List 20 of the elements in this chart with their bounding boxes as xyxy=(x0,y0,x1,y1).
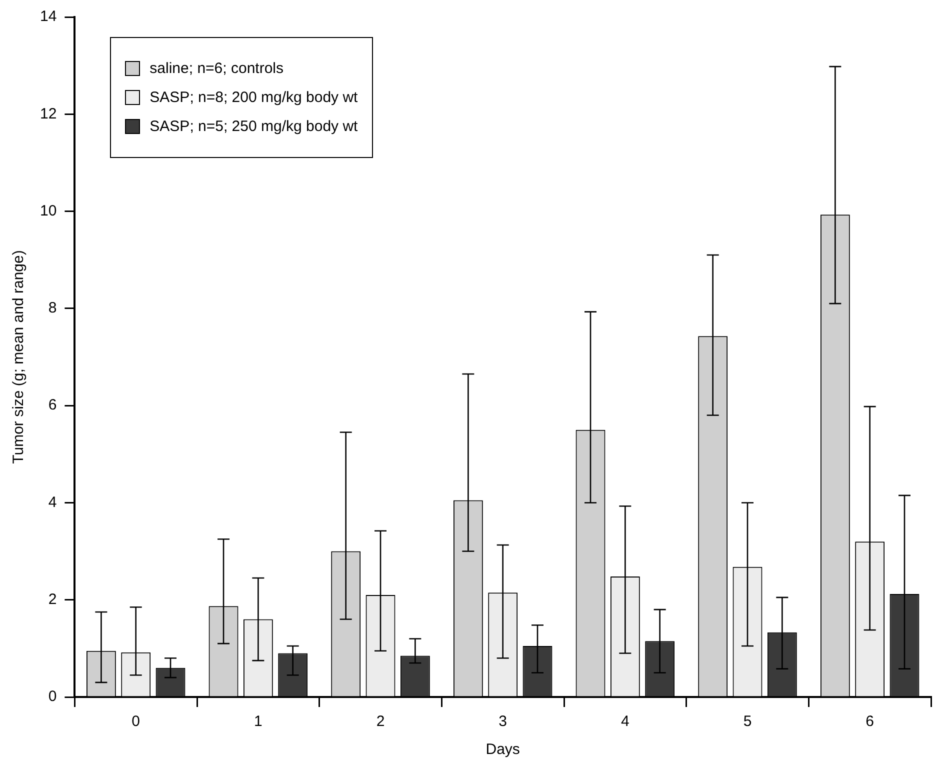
y-tick-label: 10 xyxy=(40,202,57,220)
y-tick-label: 14 xyxy=(40,8,57,26)
legend-label: SASP; n=5; 250 mg/kg body wt xyxy=(150,118,358,135)
y-tick-label: 0 xyxy=(48,688,57,706)
y-tick-label: 6 xyxy=(48,396,57,414)
y-tick-label: 8 xyxy=(48,300,57,317)
x-tick-label: 3 xyxy=(498,713,508,730)
x-tick-label: 6 xyxy=(866,713,874,730)
x-tick-label: 1 xyxy=(254,713,262,730)
y-axis-title: Tumor size (g; mean and range) xyxy=(10,250,28,464)
y-tick-label: 12 xyxy=(40,105,57,122)
x-tick-label: 4 xyxy=(621,713,630,730)
x-tick-label: 0 xyxy=(132,713,140,730)
y-tick-label: 4 xyxy=(48,494,57,511)
legend-label: saline; n=6; controls xyxy=(150,60,284,77)
y-tick-label: 2 xyxy=(48,591,57,608)
legend-label: SASP; n=8; 200 mg/kg body wt xyxy=(150,89,358,106)
x-tick-label: 5 xyxy=(743,713,752,730)
x-axis-title: Days xyxy=(486,741,520,758)
x-tick-label: 2 xyxy=(376,713,385,730)
